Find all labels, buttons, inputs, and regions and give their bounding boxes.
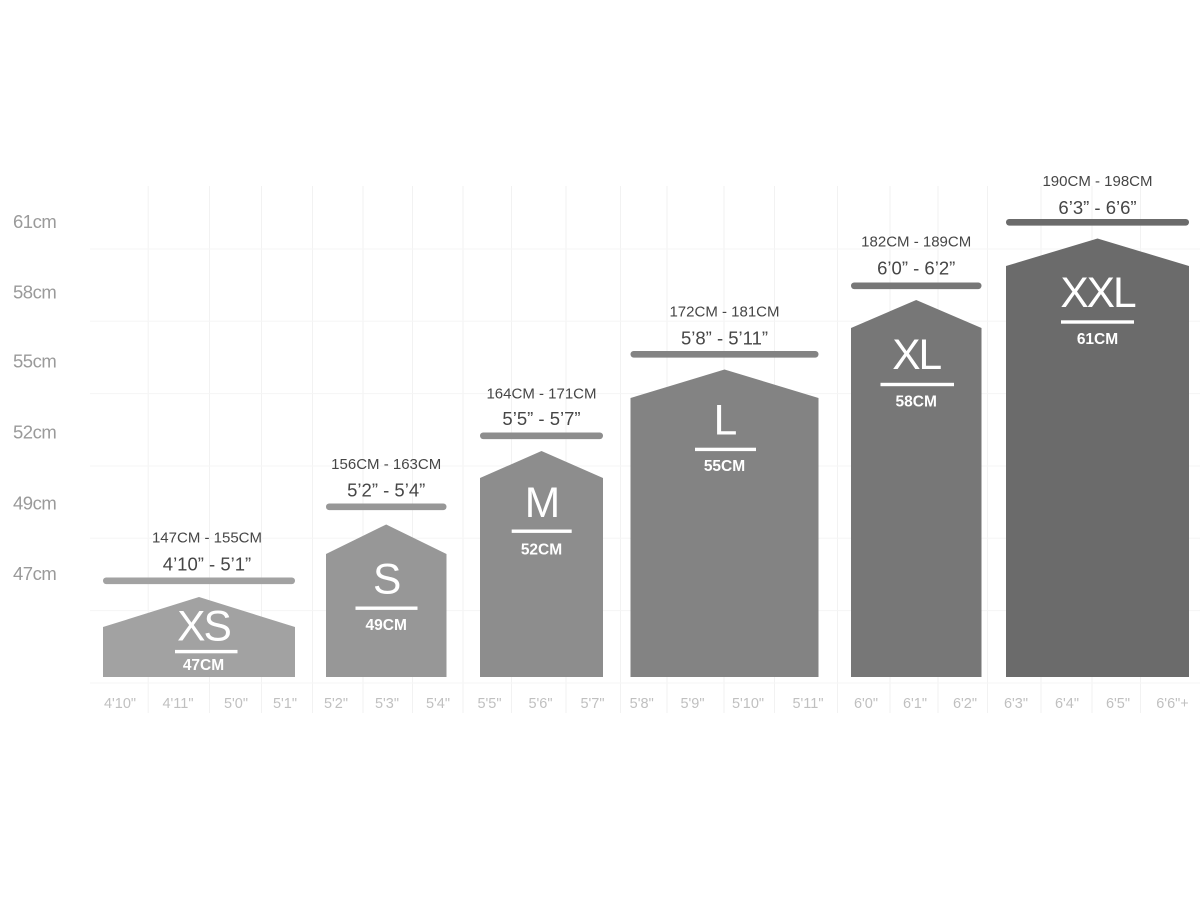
svg-text:52CM: 52CM: [521, 542, 562, 559]
svg-text:49cm: 49cm: [13, 493, 56, 514]
svg-text:58cm: 58cm: [13, 281, 56, 302]
svg-text:4’10” - 5’1”: 4’10” - 5’1”: [163, 554, 251, 575]
svg-text:164CM - 171CM: 164CM - 171CM: [486, 386, 596, 403]
svg-text:147CM - 155CM: 147CM - 155CM: [152, 530, 262, 547]
svg-text:4'11": 4'11": [162, 696, 193, 712]
svg-text:190CM - 198CM: 190CM - 198CM: [1042, 173, 1152, 190]
svg-text:5’8” - 5’11”: 5’8” - 5’11”: [681, 328, 768, 349]
svg-text:47cm: 47cm: [13, 563, 56, 584]
svg-text:6'5": 6'5": [1106, 696, 1130, 712]
svg-text:5'6": 5'6": [528, 696, 552, 712]
svg-text:6'1": 6'1": [903, 696, 927, 712]
svg-text:5’2” - 5’4”: 5’2” - 5’4”: [347, 480, 425, 501]
svg-text:5'11": 5'11": [792, 696, 823, 712]
svg-text:61CM: 61CM: [1077, 331, 1118, 348]
svg-text:XL: XL: [892, 332, 941, 379]
svg-text:61cm: 61cm: [13, 211, 56, 232]
svg-text:6'4": 6'4": [1055, 696, 1079, 712]
svg-text:58CM: 58CM: [896, 394, 937, 411]
svg-text:6’3” - 6’6”: 6’3” - 6’6”: [1058, 197, 1136, 218]
svg-text:L: L: [714, 398, 737, 445]
svg-text:55cm: 55cm: [13, 351, 56, 372]
svg-text:55CM: 55CM: [704, 458, 745, 475]
svg-text:156CM - 163CM: 156CM - 163CM: [331, 456, 441, 473]
svg-text:6'3": 6'3": [1004, 696, 1028, 712]
svg-text:XS: XS: [177, 604, 230, 651]
svg-text:5'9": 5'9": [680, 696, 704, 712]
svg-text:XXL: XXL: [1060, 270, 1136, 317]
svg-text:6'6"+: 6'6"+: [1156, 696, 1189, 712]
svg-text:5’5” - 5’7”: 5’5” - 5’7”: [502, 408, 580, 429]
svg-text:5'10": 5'10": [732, 696, 764, 712]
svg-text:6'2": 6'2": [953, 696, 977, 712]
svg-text:4'10": 4'10": [104, 696, 136, 712]
svg-text:5'7": 5'7": [580, 696, 604, 712]
svg-text:182CM - 189CM: 182CM - 189CM: [861, 234, 971, 251]
svg-text:5'0": 5'0": [224, 696, 248, 712]
svg-text:47CM: 47CM: [183, 657, 224, 674]
svg-text:5'1": 5'1": [273, 696, 297, 712]
svg-text:5'5": 5'5": [477, 696, 501, 712]
svg-text:6'0": 6'0": [854, 696, 878, 712]
svg-text:5'8": 5'8": [630, 696, 654, 712]
svg-text:M: M: [525, 480, 558, 527]
svg-text:S: S: [373, 557, 400, 604]
svg-text:6’0” - 6’2”: 6’0” - 6’2”: [877, 258, 955, 279]
svg-text:5'4": 5'4": [426, 696, 450, 712]
svg-text:172CM - 181CM: 172CM - 181CM: [669, 304, 779, 321]
svg-text:49CM: 49CM: [366, 617, 407, 634]
svg-text:52cm: 52cm: [13, 422, 56, 443]
svg-text:5'3": 5'3": [375, 696, 399, 712]
svg-text:5'2": 5'2": [324, 696, 348, 712]
